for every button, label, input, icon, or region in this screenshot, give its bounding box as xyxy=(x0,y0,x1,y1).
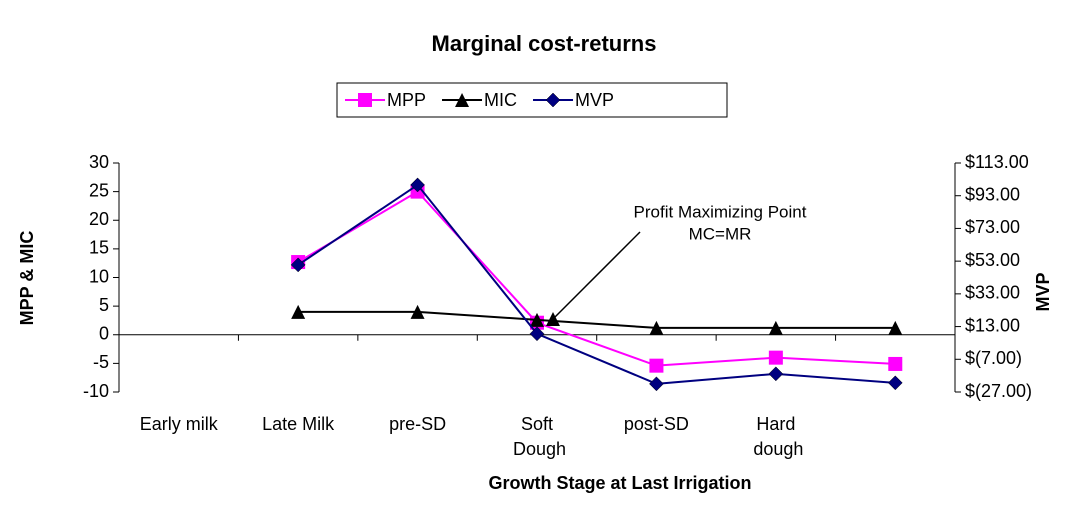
chart-title: Marginal cost-returns xyxy=(432,31,657,56)
data-point xyxy=(530,312,544,327)
series-line xyxy=(297,183,896,385)
y2-tick-label: $73.00 xyxy=(965,217,1020,237)
series-line xyxy=(297,190,896,367)
data-point xyxy=(649,376,664,392)
legend-marker xyxy=(545,92,561,108)
y-tick-label: -5 xyxy=(93,352,109,372)
y2-tick-label: $33.00 xyxy=(965,283,1020,303)
y2-axis-label: MVP xyxy=(1033,272,1053,311)
y-tick-label: 15 xyxy=(89,238,109,258)
y2-tick-label: $(27.00) xyxy=(965,381,1032,401)
data-point xyxy=(888,320,903,335)
x-tick-label: Early milk xyxy=(140,414,219,434)
data-point xyxy=(649,358,664,373)
x-tick-label: Soft Dough xyxy=(508,414,566,459)
legend-label: MVP xyxy=(575,90,614,110)
data-point xyxy=(768,320,783,335)
data-point xyxy=(768,366,784,382)
y-axis-label: MPP & MIC xyxy=(17,231,37,326)
y-tick-label: 5 xyxy=(99,295,109,315)
y-tick-label: 0 xyxy=(99,324,109,344)
x-tick-label: pre-SD xyxy=(389,414,446,434)
y-tick-label: 20 xyxy=(89,209,109,229)
y2-tick-label: $93.00 xyxy=(965,184,1020,204)
y2-tick-label: $53.00 xyxy=(965,250,1020,270)
data-point xyxy=(887,375,903,391)
data-point xyxy=(888,356,903,371)
legend-label: MPP xyxy=(387,90,426,110)
legend-marker xyxy=(455,93,470,107)
legend-marker xyxy=(358,93,372,107)
legend-box xyxy=(336,82,728,118)
annotation-text: MC=MR xyxy=(689,224,752,243)
y-tick-label: 30 xyxy=(89,152,109,172)
annotation-arrow xyxy=(552,231,641,320)
data-point xyxy=(768,350,783,365)
x-tick-label: Hard dough xyxy=(748,414,803,459)
x-axis-label: Growth Stage at Last Irrigation xyxy=(488,473,751,493)
annotation-marker xyxy=(546,312,560,326)
x-tick-label: post-SD xyxy=(624,414,689,434)
data-point xyxy=(410,304,425,319)
y-tick-label: 10 xyxy=(89,266,109,286)
data-point xyxy=(290,257,306,273)
data-point xyxy=(410,177,425,193)
series-line xyxy=(298,310,896,329)
annotation-text: Profit Maximizing Point xyxy=(634,202,807,221)
y2-tick-label: $113.00 xyxy=(965,152,1029,172)
y-tick-label: 25 xyxy=(89,180,109,200)
y-tick-label: -10 xyxy=(83,381,109,401)
y2-tick-label: $(7.00) xyxy=(965,348,1022,368)
data-point xyxy=(529,326,545,342)
data-point xyxy=(649,320,664,335)
legend-label: MIC xyxy=(484,90,517,110)
y2-tick-label: $13.00 xyxy=(965,315,1020,335)
data-point xyxy=(291,304,306,319)
x-tick-label: Late Milk xyxy=(262,414,335,434)
